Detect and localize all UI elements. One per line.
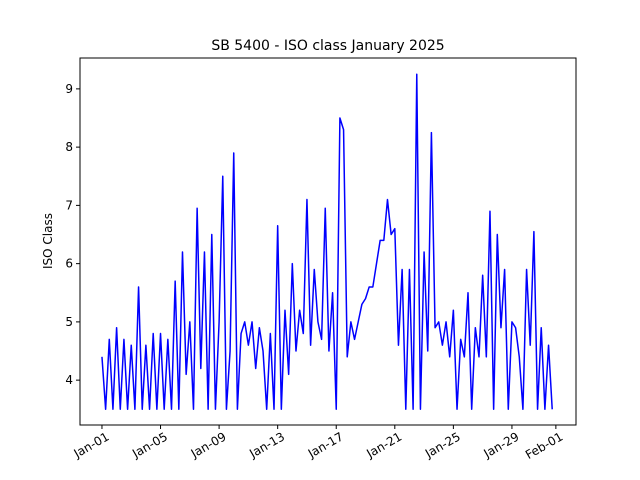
y-tick-label: 9 [65, 82, 73, 96]
y-axis-label: ISO Class [41, 213, 55, 269]
y-tick-label: 4 [65, 373, 73, 387]
y-tick-label: 7 [65, 198, 73, 212]
y-tick-label: 6 [65, 257, 73, 271]
chart-title: SB 5400 - ISO class January 2025 [211, 38, 444, 54]
data-line [101, 73, 553, 411]
plot-frame [79, 57, 577, 426]
y-tick-label: 5 [65, 315, 73, 329]
y-tick-label: 8 [65, 140, 73, 154]
